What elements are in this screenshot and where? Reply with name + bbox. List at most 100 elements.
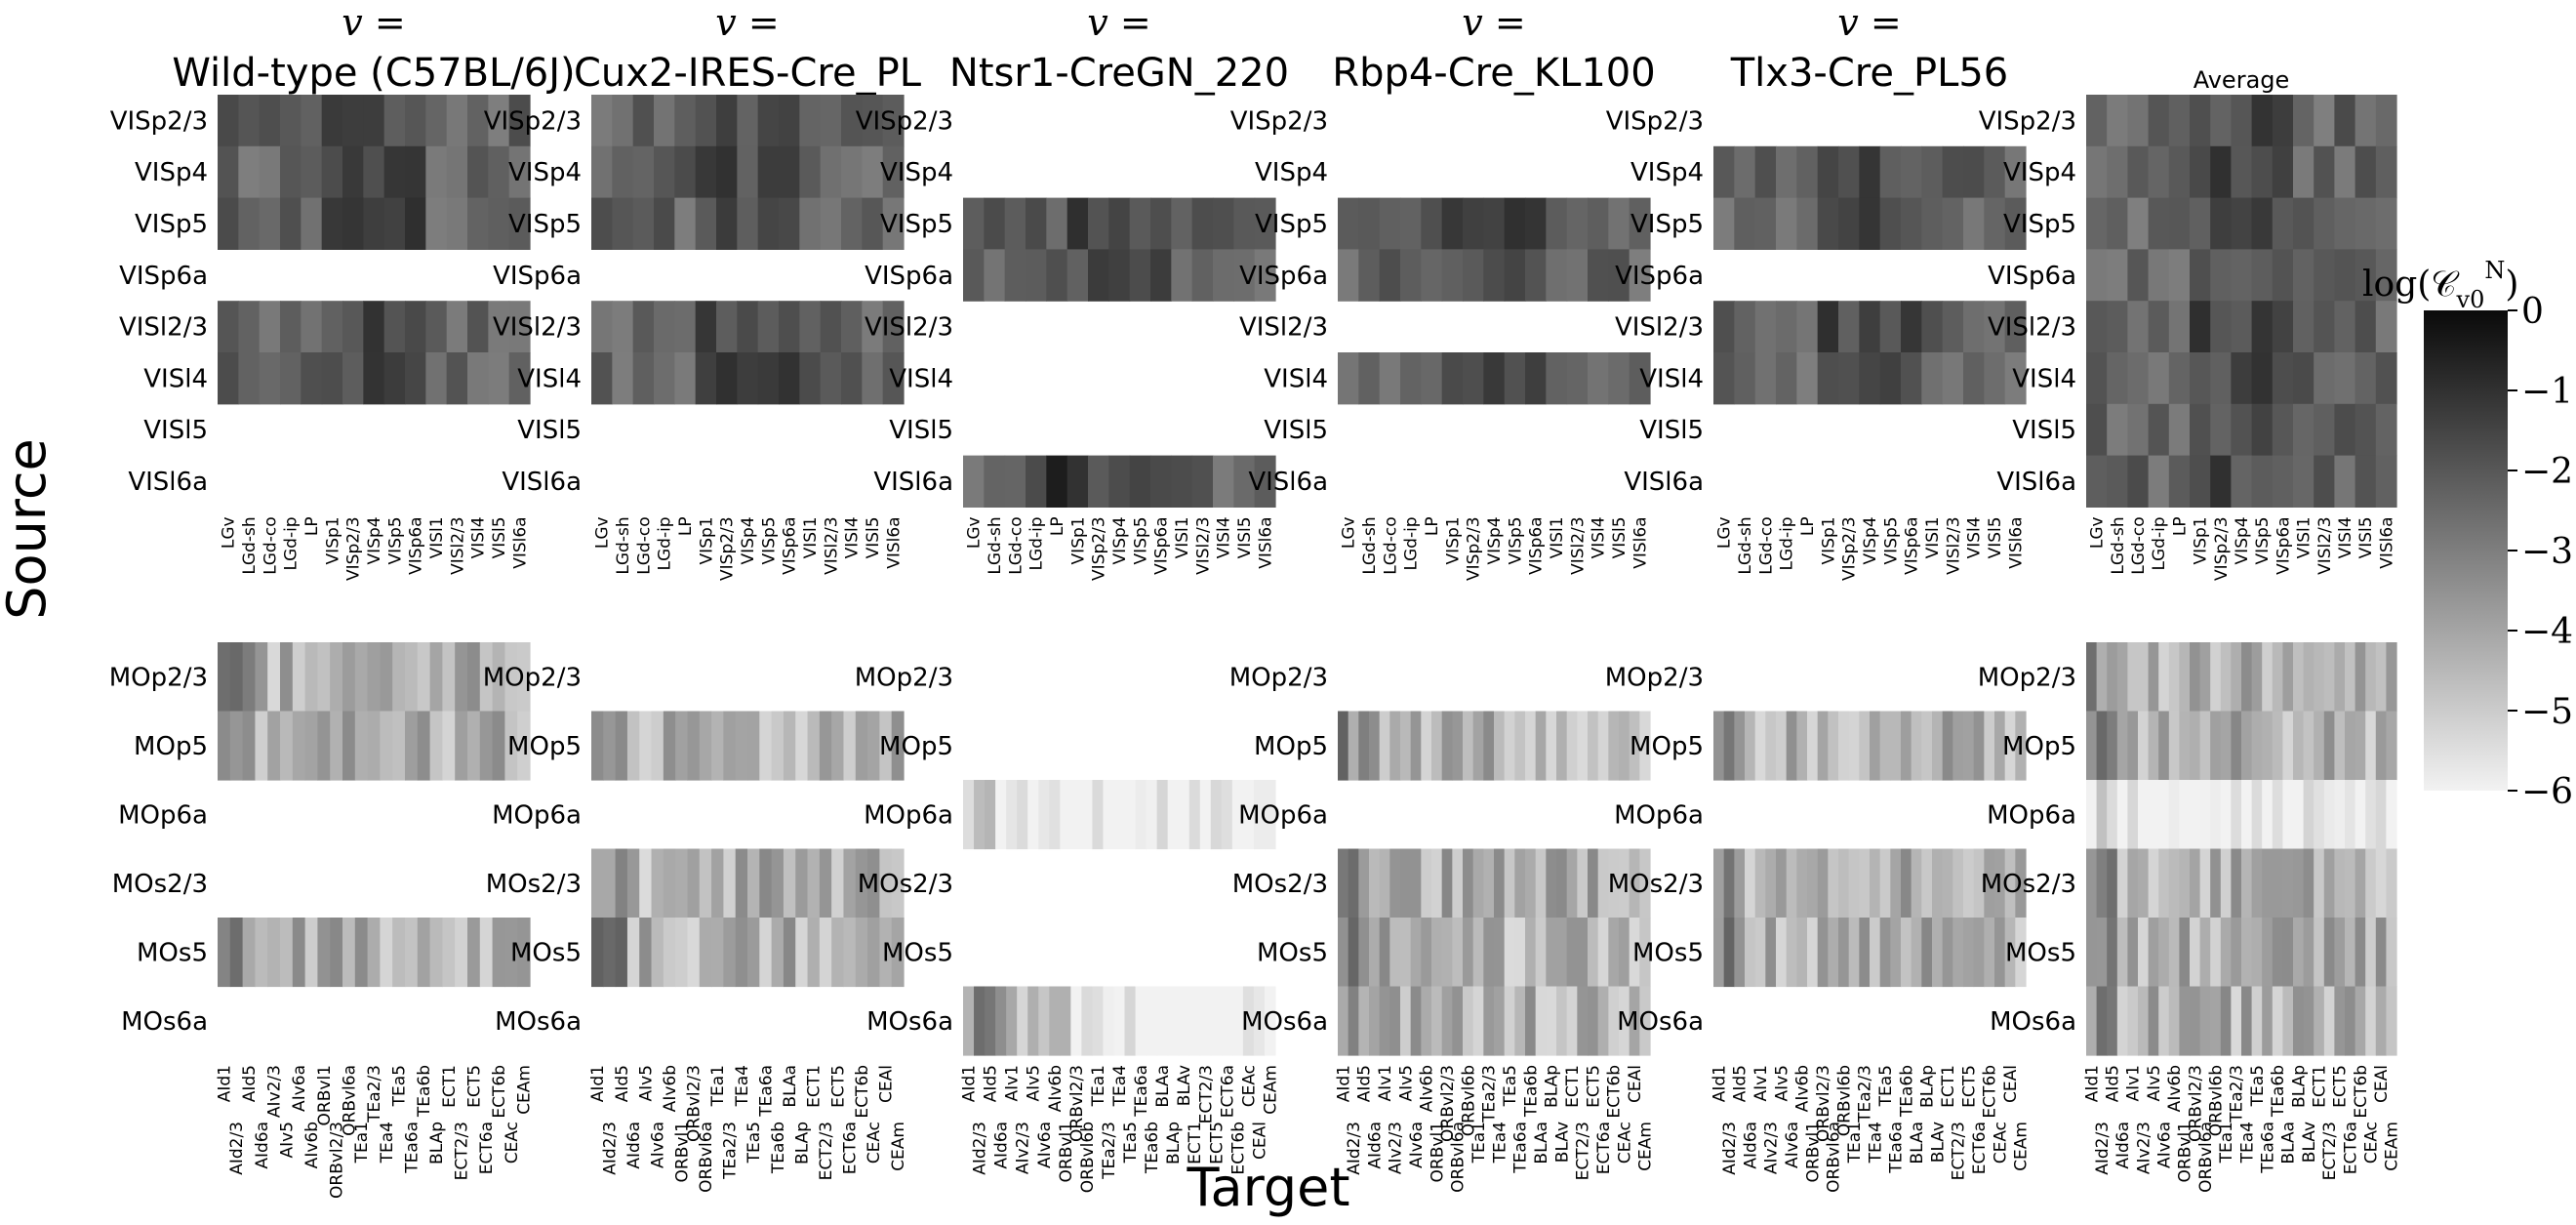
- heatmap-cell: [405, 642, 419, 713]
- heatmap-cell: [675, 711, 689, 781]
- target-tick-label: VISp2/3: [718, 516, 738, 581]
- target-tick-label: TEa4: [1866, 1122, 1885, 1164]
- source-label: VISl5: [2012, 416, 2076, 445]
- heatmap-cell: [1588, 986, 1599, 1056]
- target-tick-label: VISp1: [1443, 516, 1463, 564]
- panel-v-label: v =: [715, 1, 779, 44]
- heatmap-cell: [2004, 301, 2027, 353]
- heatmap-cell: [974, 986, 986, 1056]
- heatmap-cell: [1108, 455, 1131, 508]
- heatmap-cell: [508, 197, 531, 250]
- heatmap-cell: [2190, 711, 2201, 781]
- target-tick-label: AIv6a: [649, 1122, 668, 1168]
- heatmap-cell: [2293, 403, 2314, 457]
- heatmap-cell: [1817, 711, 1829, 781]
- heatmap-cell: [2168, 95, 2191, 147]
- heatmap-cell: [354, 918, 369, 988]
- heatmap-cell: [259, 197, 281, 250]
- heatmap-cell: [342, 918, 356, 988]
- heatmap-cell: [1776, 352, 1797, 405]
- source-label: MOs2/3: [1232, 870, 1328, 899]
- heatmap-cell: [242, 918, 256, 988]
- heatmap-cell: [488, 145, 510, 199]
- source-label: VISp5: [135, 210, 208, 239]
- heatmap-cell: [1441, 249, 1464, 302]
- heatmap-cell: [654, 95, 675, 147]
- target-tick-label: BLAv: [1175, 1065, 1194, 1106]
- heatmap-cell: [2303, 780, 2314, 850]
- source-label: MOp6a: [1238, 800, 1328, 830]
- heatmap-cell: [1619, 711, 1630, 781]
- heatmap-cell: [2086, 986, 2098, 1056]
- heatmap-cell: [2262, 986, 2274, 1056]
- target-tick-label: ORBvl6a: [697, 1122, 716, 1193]
- heatmap-cell: [2272, 197, 2294, 250]
- heatmap-cell: [963, 197, 985, 250]
- heatmap-cell: [1389, 918, 1401, 988]
- heatmap-cell: [2086, 352, 2108, 405]
- target-tick-label: ECT2/3: [2320, 1122, 2340, 1180]
- heatmap-cell: [2241, 918, 2253, 988]
- heatmap-cell: [1504, 711, 1515, 781]
- target-tick-label: LGd-ip: [656, 516, 675, 570]
- heatmap-cell: [1167, 780, 1180, 850]
- heatmap-cell: [2365, 986, 2377, 1056]
- heatmap-cell: [2158, 848, 2170, 919]
- source-label: MOs5: [2005, 938, 2076, 967]
- target-tick-label: TEa4: [1110, 1065, 1130, 1107]
- heatmap-cell: [2345, 642, 2356, 713]
- target-tick-label: ECT6a: [2341, 1122, 2360, 1174]
- heatmap-cell: [879, 711, 893, 781]
- target-tick-label: LP: [2170, 516, 2190, 536]
- target-tick-label: ORBvl2/3: [1438, 1065, 1458, 1142]
- heatmap-cell: [2375, 455, 2397, 508]
- heatmap-cell: [1171, 455, 1193, 508]
- heatmap-cell: [716, 197, 738, 250]
- heatmap-cell: [2272, 642, 2283, 713]
- heatmap-cell: [1081, 986, 1094, 1056]
- heatmap-cell: [1441, 711, 1453, 781]
- heatmap-cell: [1879, 352, 1902, 405]
- source-label: MOp2/3: [1605, 663, 1704, 692]
- target-tick-label: VISp4: [2233, 516, 2252, 564]
- heatmap-cell: [1754, 848, 1766, 919]
- panel-title: Rbp4-Cre_KL100: [1332, 51, 1655, 96]
- target-tick-label: ECT5: [1207, 1122, 1227, 1164]
- heatmap-cell: [867, 848, 880, 919]
- heatmap-cell: [354, 711, 369, 781]
- heatmap-cell: [1566, 249, 1589, 302]
- heatmap-cell: [1921, 352, 1944, 405]
- heatmap-cell: [1210, 780, 1223, 850]
- target-tick-label: AId1: [960, 1065, 980, 1102]
- heatmap-cell: [1060, 986, 1071, 1056]
- heatmap-cell: [1358, 918, 1370, 988]
- heatmap-cell: [1146, 986, 1158, 1056]
- target-tick-label: BLAa: [1153, 1065, 1173, 1108]
- heatmap-cell: [330, 918, 343, 988]
- heatmap-cell: [1734, 197, 1756, 250]
- heatmap-cell: [1254, 249, 1276, 302]
- heatmap-cell: [2086, 145, 2108, 199]
- heatmap-cell: [1421, 197, 1443, 250]
- heatmap-cell: [1379, 711, 1390, 781]
- heatmap-cell: [2004, 352, 2027, 405]
- heatmap-cell: [2127, 301, 2150, 353]
- heatmap-cell: [2334, 918, 2346, 988]
- heatmap-cell: [654, 352, 675, 405]
- target-tick-label: VISp1: [323, 516, 342, 564]
- source-label: VISp5: [1255, 210, 1328, 239]
- heatmap-cell: [1608, 352, 1630, 405]
- heatmap-cell: [1838, 301, 1860, 353]
- heatmap-cell: [1838, 918, 1850, 988]
- heatmap-cell: [1463, 986, 1474, 1056]
- target-tick-label: TEa6b: [2269, 1065, 2288, 1118]
- heatmap-cell: [695, 352, 717, 405]
- heatmap-cell: [1776, 918, 1788, 988]
- heatmap-cell: [417, 918, 431, 988]
- source-label: VISp6a: [865, 262, 953, 291]
- target-tick-label: CEAl: [877, 1065, 897, 1103]
- heatmap-cell: [218, 197, 239, 250]
- heatmap-cell: [1629, 918, 1640, 988]
- heatmap-cell: [2231, 986, 2242, 1056]
- heatmap-cell: [2293, 145, 2314, 199]
